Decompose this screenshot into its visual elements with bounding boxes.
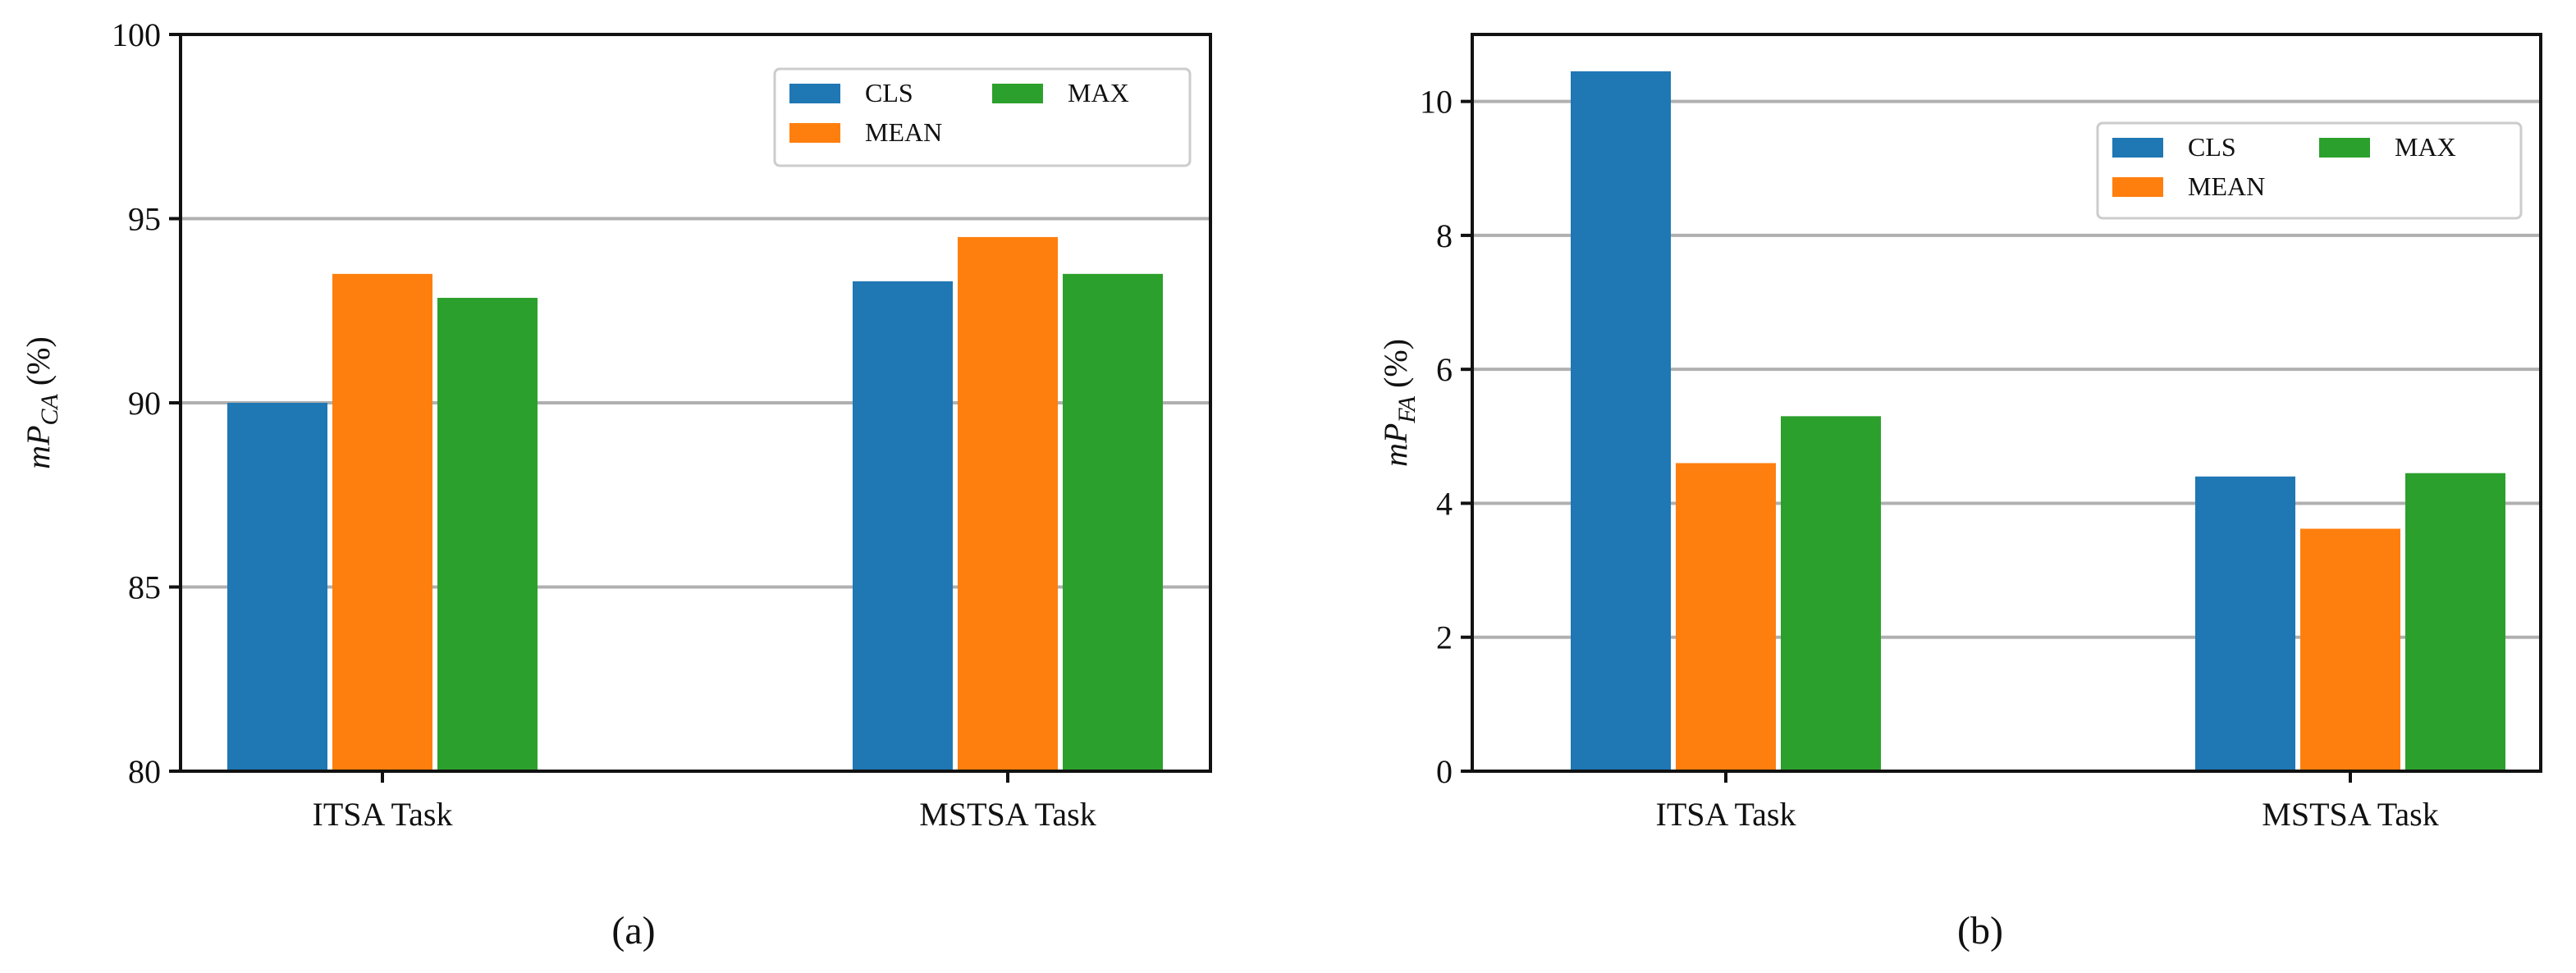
chart-a-ytick-label: 80 [128, 753, 161, 790]
chart-b-xtick-label: ITSA Task [1656, 796, 1796, 833]
chart-b-caption: (b) [1957, 909, 2003, 952]
chart-b-legend-label-cls: CLS [2188, 132, 2236, 162]
chart-b-axes-frame [1471, 33, 2542, 773]
chart-a-ylabel-subscript: CA [36, 393, 63, 425]
chart-a-legend-label-cls: CLS [865, 78, 913, 107]
chart-a-ytick-label: 95 [128, 201, 161, 238]
chart-b-bar-max-1 [1781, 416, 1881, 771]
chart-a-bar-cls-1 [227, 403, 327, 771]
chart-a-bar-mean-1 [332, 273, 432, 772]
chart-b-ytick-label: 0 [1436, 753, 1453, 790]
chart-b-legend-swatch-max [2319, 138, 2370, 158]
chart-a-bar-cls-2 [853, 281, 953, 772]
chart-b-legend-label-mean: MEAN [2188, 171, 2265, 201]
chart-b-bar-mean-1 [1676, 463, 1776, 771]
chart-b-ylabel: mPFA (%) [1377, 339, 1421, 467]
chart-a-xtick-label: MSTSA Task [919, 796, 1096, 833]
chart-b-ytick-label: 10 [1420, 84, 1453, 121]
chart-a-legend-label-max: MAX [1068, 78, 1129, 107]
chart-a-ylabel-prefix: mP [20, 425, 57, 468]
chart-a-legend-swatch-mean [789, 123, 840, 143]
chart-a-bar-max-2 [1063, 273, 1163, 772]
chart-b-xtick-label: MSTSA Task [2262, 796, 2438, 833]
chart-a-ylabel: mPCA (%) [20, 336, 63, 469]
chart-a-legend-label-mean: MEAN [865, 117, 942, 147]
chart-a-legend-box [773, 67, 1192, 167]
chart-b-legend-swatch-mean [2112, 177, 2163, 197]
chart-a-bar-mean-2 [958, 236, 1058, 771]
chart-a-bar-max-1 [437, 298, 538, 771]
chart-b-ytick-label: 2 [1436, 619, 1453, 656]
chart-b-bar-cls-2 [2195, 476, 2295, 771]
chart-a-xtick-label: ITSA Task [313, 796, 453, 833]
chart-a-ylabel-suffix: (%) [20, 336, 57, 394]
chart-a-ytick-label: 90 [128, 385, 161, 422]
chart-b-ytick-label: 4 [1436, 485, 1453, 522]
chart-a-legend-swatch-cls [789, 84, 840, 103]
chart-b-bar-mean-2 [2300, 528, 2400, 771]
chart-a-caption: (a) [611, 909, 655, 952]
chart-b-legend-box [2096, 121, 2523, 220]
chart-b-legend-label-max: MAX [2395, 132, 2456, 162]
chart-b-ylabel-subscript: FA [1393, 395, 1421, 423]
chart-b-ytick-label: 6 [1436, 351, 1453, 388]
chart-a-ytick-label: 85 [128, 569, 161, 606]
chart-a-legend-swatch-max [992, 84, 1043, 103]
chart-b-bar-cls-1 [1571, 71, 1671, 771]
chart-b-ytick-label: 8 [1436, 217, 1453, 254]
chart-b-ylabel-prefix: mP [1377, 423, 1414, 467]
chart-b-bar-max-2 [2405, 473, 2505, 771]
chart-b-legend-swatch-cls [2112, 138, 2163, 158]
chart-b-ylabel-suffix: (%) [1377, 339, 1414, 396]
chart-b: 0 2 4 6 8 10 ITSA Task MSTSA Task mPFA (%) CLS MEA… [1377, 33, 2542, 952]
chart-a: 80 85 90 95 100 ITSA Task MSTSA Task mPCA (%) CL… [20, 16, 1212, 952]
chart-a-ytick-label: 100 [112, 16, 161, 53]
